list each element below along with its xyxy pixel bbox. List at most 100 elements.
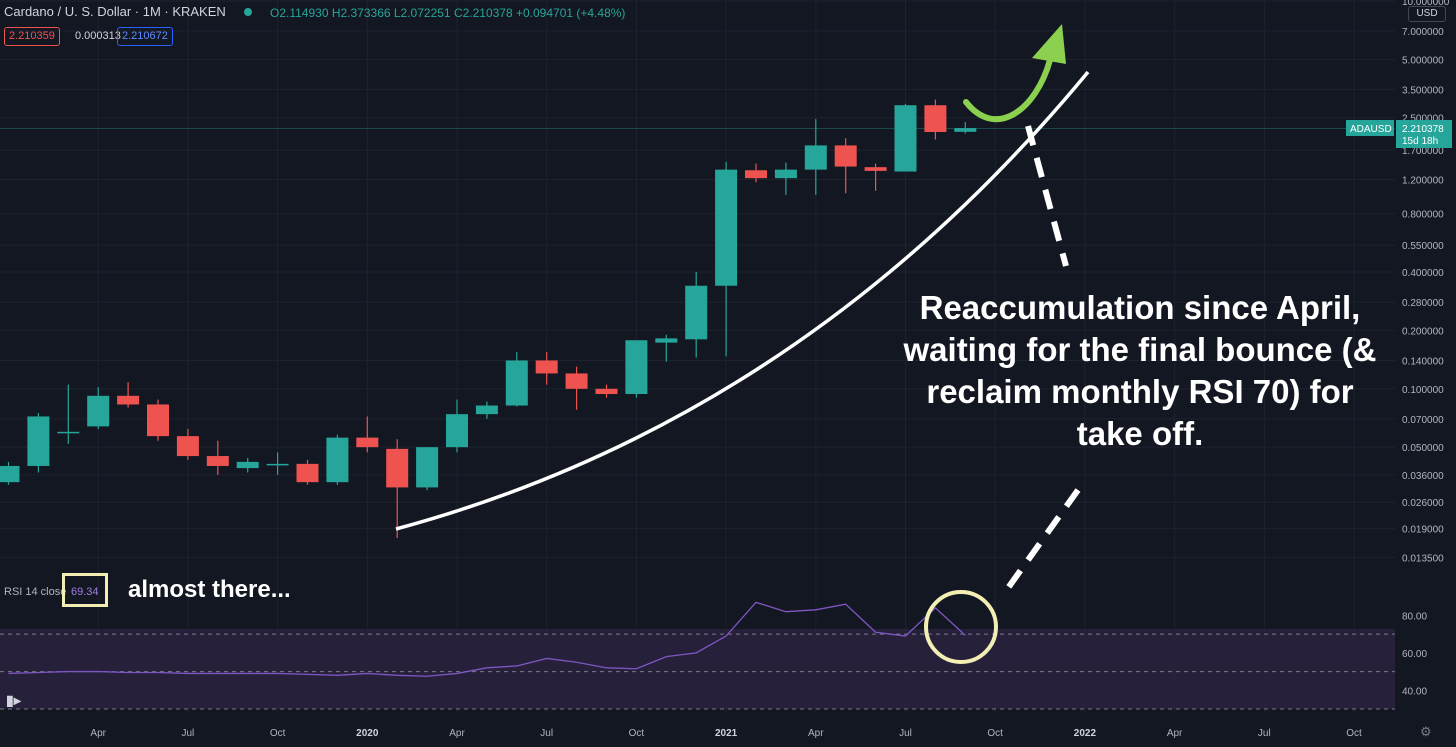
candle-body [505,360,528,406]
currency-button[interactable]: USD [1408,6,1446,22]
candle-body [176,436,199,457]
candle-body [595,388,618,395]
price-tick-label: 0.036000 [1402,471,1444,482]
price-tick-label: 0.800000 [1402,210,1444,221]
candle-body [685,285,708,340]
price-tag-bg [1396,120,1452,148]
candle-body [206,456,229,466]
candle-body [236,461,259,469]
grid-lines [0,0,1395,712]
symbol-title[interactable]: Cardano / U. S. Dollar · 1M · KRAKEN [4,4,226,19]
time-tick-label: Oct [1346,728,1362,739]
rsi-label[interactable]: RSI 14 close [4,586,67,598]
market-status-icon [244,8,252,16]
time-tick-label: Apr [449,728,465,739]
time-tick-label: Jul [540,728,553,739]
candle-body [147,404,169,437]
candle-body [27,416,50,466]
bounce-arrow-shaft [963,57,1053,123]
bid-price[interactable]: 2.210359 [4,27,60,46]
support-curve [395,70,1090,531]
price-tag-countdown: 15d 18h [1402,136,1438,147]
time-tick-label: Jul [1258,728,1271,739]
price-tick-label: 0.280000 [1402,298,1444,309]
time-tick-label: Oct [629,728,645,739]
price-tick-label: 0.050000 [1402,443,1444,454]
price-tick-label: 0.070000 [1402,415,1444,426]
candle-body [326,437,349,483]
candle-body [924,105,947,133]
candle-body [296,463,319,483]
price-tick-label: 7.000000 [1402,27,1444,38]
price-tag-symbol-bg [1346,120,1394,136]
candle-body [475,405,498,415]
annotation-reaccumulation: Reaccumulation since April, waiting for … [903,289,1377,452]
time-tick-label: Oct [987,728,1003,739]
price-tick-label: 3.500000 [1402,85,1444,96]
price-tick-label: 5.000000 [1402,55,1444,66]
gear-icon[interactable]: ⚙ [1420,724,1432,739]
candle-body [446,414,468,448]
price-tick-label: 0.550000 [1402,241,1444,252]
dashed-pointer-top [1025,125,1069,267]
candle-body [0,465,20,483]
candle-body [266,463,289,466]
candle-body [715,169,738,286]
tradingview-logo-icon[interactable]: ▮▸ [6,692,21,708]
candle-body [117,395,140,405]
price-tick-label: 2.500000 [1402,114,1444,125]
price-tick-label: 10.000000 [1402,0,1450,8]
price-tick-label: 0.019000 [1402,525,1444,536]
spread-value: 0.000313 [75,30,121,42]
time-tick-label: Oct [270,728,286,739]
candle-body [386,448,409,488]
candle-body [87,395,110,427]
rsi-reference-lines [0,633,1395,710]
time-tick-label: Jul [182,728,195,739]
candle-body [535,360,558,374]
price-tick-label: 0.200000 [1402,326,1444,337]
rsi-tick-label: 60.00 [1402,649,1427,660]
candle-body [894,105,917,172]
price-tick-label: 0.100000 [1402,385,1444,396]
candle-body [864,167,887,171]
time-tick-label: 2021 [715,728,738,739]
ask-price[interactable]: 2.210672 [117,27,173,46]
price-tick-label: 1.200000 [1402,176,1444,187]
annotation-almost-there: almost there... [128,576,291,603]
time-tick-label: Jul [899,728,912,739]
ohlc-values: O2.114930 H2.373366 L2.072251 C2.210378 … [270,6,626,20]
candle-body [954,128,977,132]
candle-body [745,170,767,179]
candle-body [804,145,827,170]
candle-body [834,145,857,167]
dashed-pointer-bottom [1005,488,1081,590]
rsi-highlight-circle [924,590,998,664]
candle-body [655,338,678,343]
time-tick-label: 2022 [1074,728,1097,739]
price-tag: ADAUSD 2.210378 15d 18h [1346,120,1452,148]
rsi-tick-label: 80.00 [1402,611,1427,622]
price-tick-label: 0.140000 [1402,356,1444,367]
rsi-value-highlight [62,573,108,607]
rsi-line [8,601,966,677]
candle-body [416,447,439,488]
candle-series [0,99,977,539]
price-tick-label: 0.400000 [1402,268,1444,279]
time-axis: Apr Jul Oct 2020 Apr Jul Oct 2021 Apr Jul Oct 2022 A… [90,728,1362,739]
price-tick-label: 0.026000 [1402,498,1444,509]
price-tag-symbol: ADAUSD [1350,124,1392,135]
candle-body [774,169,797,179]
candle-body [565,373,588,389]
time-tick-label: Apr [90,728,106,739]
price-tag-price: 2.210378 [1402,124,1444,135]
rsi-tick-label: 40.00 [1402,686,1427,697]
candle-body [57,431,80,434]
price-axis: 10.000000 7.000000 5.000000 3.500000 2.50000… [1402,0,1450,564]
candle-body [356,437,379,448]
rsi-series [8,601,966,677]
rsi-axis: 80.00 60.00 40.00 [1402,611,1427,697]
rsi-band [0,629,1395,709]
candle-body [625,340,648,395]
